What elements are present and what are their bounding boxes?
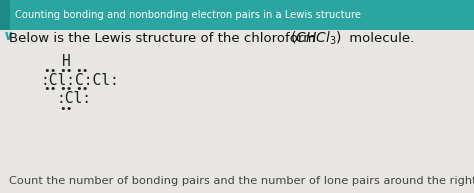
Text: ••: •• — [75, 84, 89, 94]
Text: :Cl:: :Cl: — [56, 91, 91, 106]
Text: :Cl:C:Cl:: :Cl:C:Cl: — [40, 73, 119, 88]
Bar — [0, 0, 10, 30]
Text: molecule.: molecule. — [345, 32, 414, 45]
Text: ••: •• — [59, 66, 73, 76]
Bar — [0, 0, 474, 30]
Text: ••: •• — [59, 103, 73, 113]
Text: Count the number of bonding pairs and the number of lone pairs around the right : Count the number of bonding pairs and th… — [9, 176, 474, 186]
Text: ••: •• — [59, 84, 73, 94]
Text: ••: •• — [43, 66, 56, 76]
Text: ••: •• — [75, 66, 89, 76]
Text: $(CHCl_3)$: $(CHCl_3)$ — [290, 30, 342, 47]
Text: Below is the Lewis structure of the chloroform: Below is the Lewis structure of the chlo… — [9, 32, 320, 45]
Text: H: H — [62, 54, 70, 69]
Text: ∨: ∨ — [3, 29, 14, 43]
Text: ••: •• — [43, 84, 56, 94]
Text: Counting bonding and nonbonding electron pairs in a Lewis structure: Counting bonding and nonbonding electron… — [15, 10, 361, 20]
Bar — [0, 30, 474, 193]
